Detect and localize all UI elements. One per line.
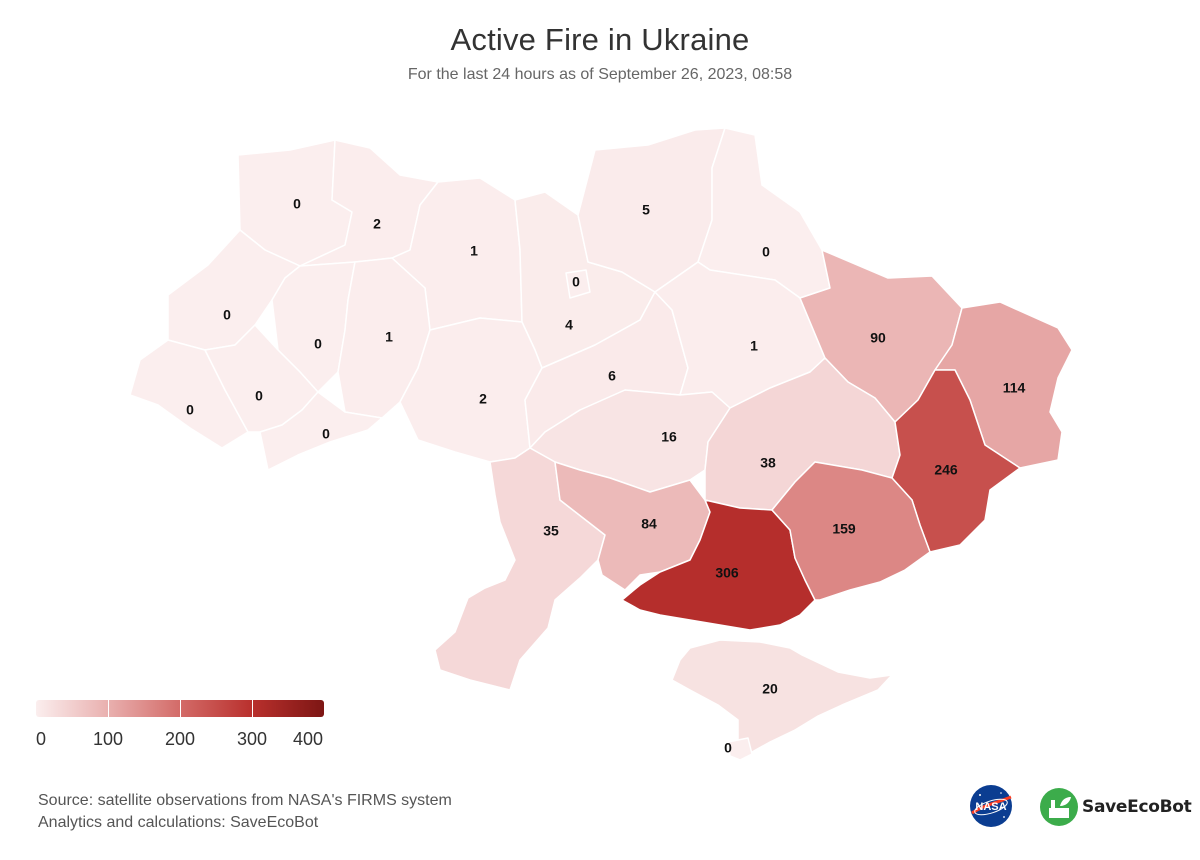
region-value-label: 4	[565, 317, 573, 333]
region-crimea[interactable]	[671, 639, 893, 753]
region-value-label: 0	[186, 402, 194, 418]
region-value-label: 0	[223, 307, 231, 323]
region-value-label: 84	[641, 516, 657, 532]
factory-leaf-icon	[1040, 788, 1078, 826]
legend-label: 0	[35, 729, 47, 749]
region-value-label: 20	[762, 681, 778, 697]
legend-label: 100	[92, 729, 124, 749]
region-value-label: 1	[750, 338, 758, 354]
source-line: Source: satellite observations from NASA…	[38, 792, 452, 809]
legend-label: 400	[292, 729, 324, 749]
region-value-label: 2	[373, 216, 381, 232]
source-note: Source: satellite observations from NASA…	[38, 790, 452, 834]
region-khmelnytskyi[interactable]	[337, 257, 431, 419]
legend-gradient-bar	[36, 700, 324, 717]
region-value-label: 306	[715, 565, 739, 581]
region-value-label: 5	[642, 202, 650, 218]
region-zaporizhzhia[interactable]	[771, 461, 931, 601]
legend-label: 200	[164, 729, 196, 749]
legend-tick	[252, 700, 253, 717]
region-value-label: 2	[479, 391, 487, 407]
region-value-label: 35	[543, 523, 559, 539]
page-subtitle: For the last 24 hours as of September 26…	[407, 66, 793, 83]
region-value-label: 0	[314, 336, 322, 352]
nasa-logo-text: NASA	[975, 801, 1006, 813]
region-value-label: 0	[322, 426, 330, 442]
region-value-label: 1	[470, 243, 478, 259]
region-chernivtsi[interactable]	[259, 391, 383, 471]
region-value-label: 114	[1003, 380, 1026, 396]
region-value-label: 6	[608, 368, 616, 384]
legend-label: 300	[236, 729, 268, 749]
region-value-label: 159	[832, 521, 856, 537]
region-value-label: 90	[870, 330, 886, 346]
page-title: Active Fire in Ukraine	[450, 22, 750, 57]
region-value-label: 0	[762, 244, 770, 260]
region-value-label: 0	[255, 388, 263, 404]
nasa-logo-icon: NASA	[970, 785, 1012, 827]
region-value-label: 246	[934, 462, 958, 478]
region-value-label: 0	[293, 196, 301, 212]
region-sevastopol[interactable]	[727, 737, 753, 761]
region-kyiv-city[interactable]	[565, 269, 591, 299]
region-value-label: 16	[661, 429, 677, 445]
legend-tick	[180, 700, 181, 717]
region-value-label: 38	[760, 455, 776, 471]
region-value-label: 0	[724, 740, 732, 756]
color-legend: 0 100 200 300 400	[36, 700, 326, 753]
analytics-line: Analytics and calculations: SaveEcoBot	[38, 814, 319, 831]
legend-labels: 0 100 200 300 400	[36, 729, 336, 753]
region-value-label: 1	[385, 329, 393, 345]
saveecobot-wordmark: SaveEcoBot	[1082, 797, 1192, 817]
region-value-label: 0	[572, 274, 580, 290]
legend-tick	[108, 700, 109, 717]
